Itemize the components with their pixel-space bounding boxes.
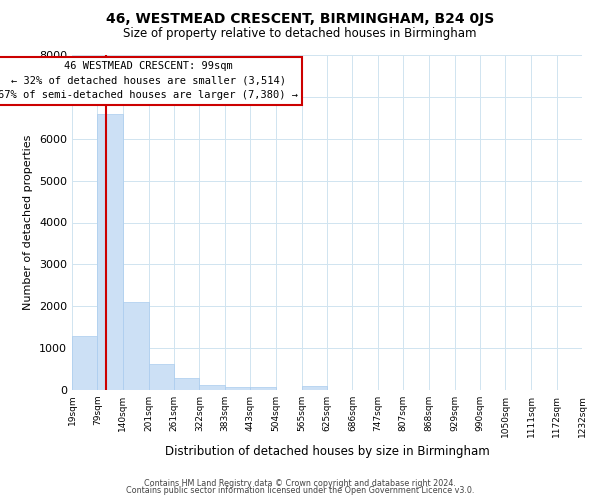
Text: 46, WESTMEAD CRESCENT, BIRMINGHAM, B24 0JS: 46, WESTMEAD CRESCENT, BIRMINGHAM, B24 0… [106, 12, 494, 26]
Bar [302, 386, 327, 390]
Y-axis label: Number of detached properties: Number of detached properties [23, 135, 34, 310]
Text: Contains public sector information licensed under the Open Government Licence v3: Contains public sector information licen… [126, 486, 474, 495]
Bar [199, 384, 225, 390]
Text: Contains HM Land Registry data © Crown copyright and database right 2024.: Contains HM Land Registry data © Crown c… [144, 478, 456, 488]
Bar [225, 386, 250, 390]
Text: Size of property relative to detached houses in Birmingham: Size of property relative to detached ho… [123, 28, 477, 40]
Bar [250, 387, 276, 390]
X-axis label: Distribution of detached houses by size in Birmingham: Distribution of detached houses by size … [164, 446, 490, 458]
Bar [97, 114, 123, 390]
Bar [149, 364, 174, 390]
Bar [123, 302, 149, 390]
Text: 46 WESTMEAD CRESCENT: 99sqm
← 32% of detached houses are smaller (3,514)
67% of : 46 WESTMEAD CRESCENT: 99sqm ← 32% of det… [0, 61, 298, 100]
Bar [174, 378, 199, 390]
Bar [72, 336, 97, 390]
